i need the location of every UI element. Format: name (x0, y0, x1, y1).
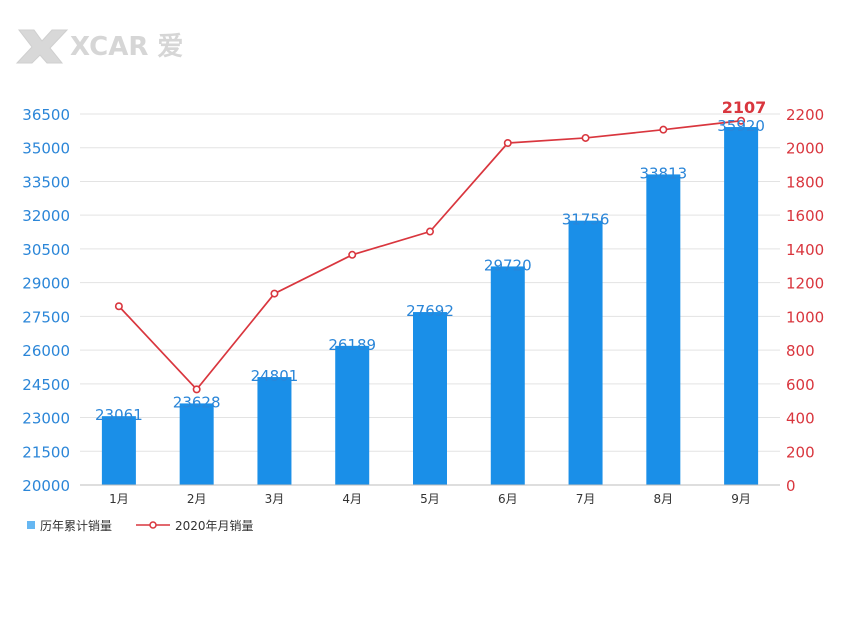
right-axis-tick-label: 1400 (786, 241, 824, 259)
xcar-logo-watermark: XCAR 爱卡 (15, 29, 184, 64)
right-axis-tick-label: 1200 (786, 275, 824, 293)
x-axis-category-label: 2月 (187, 492, 207, 506)
x-axis-category-label: 5月 (420, 492, 440, 506)
x-axis-category-label: 6月 (498, 492, 518, 506)
line-point (270, 289, 279, 298)
left-axis-tick-label: 27500 (22, 308, 70, 326)
bar (179, 403, 214, 485)
bar-value-label: 31756 (562, 211, 610, 229)
bar (724, 127, 759, 486)
right-axis-tick-label: 800 (786, 342, 815, 360)
line-point (192, 385, 201, 394)
bar-value-label: 26189 (328, 336, 376, 354)
labels-layer: 23061 23628 24801 26189 27692 29720 31756 33813… (95, 98, 766, 424)
left-axis-tick-label: 21500 (22, 443, 70, 461)
x-axis-category-label: 4月 (342, 492, 362, 506)
bar (646, 174, 681, 485)
legend-line-point (149, 521, 157, 529)
line-point (659, 125, 668, 134)
line-point (425, 227, 434, 236)
right-axis-tick-label: 2000 (786, 140, 824, 158)
left-axis-tick-label: 33500 (22, 173, 70, 191)
legend-bar-marker (27, 521, 35, 529)
x-axis-category-label: 7月 (576, 492, 596, 506)
bar-value-label: 35920 (717, 117, 765, 135)
left-axis-tick-label: 35000 (22, 140, 70, 158)
bar (413, 312, 447, 485)
bar-value-label: 23628 (173, 393, 221, 411)
left-axis-tick-label: 30500 (22, 241, 70, 259)
left-axis-tick-label: 29000 (22, 275, 70, 293)
line-point (581, 133, 590, 142)
axes-layer: 20000 0 21500 200 23000 400 24500 600 26000 800 27… (22, 106, 824, 506)
legend-line-label: 2020年月销量 (175, 519, 254, 533)
x-axis-category-label: 1月 (109, 492, 129, 506)
bars-layer (101, 127, 759, 486)
left-axis-tick-label: 20000 (22, 477, 70, 495)
left-axis-tick-label: 26000 (22, 342, 70, 360)
left-axis-tick-label: 32000 (22, 207, 70, 225)
bar (490, 266, 525, 485)
x-axis-category-label: 9月 (731, 492, 751, 506)
bar-value-label: 29720 (484, 256, 532, 274)
right-axis-tick-label: 1600 (786, 207, 824, 225)
bar-value-label: 24801 (251, 367, 299, 385)
right-axis-tick-label: 200 (786, 443, 815, 461)
left-axis-tick-label: 24500 (22, 376, 70, 394)
line-layer (114, 116, 746, 394)
highlight-line-label: 2107 (722, 98, 767, 117)
line-point (114, 302, 123, 311)
bar (257, 377, 292, 485)
right-axis-tick-label: 400 (786, 410, 815, 428)
bar (335, 345, 370, 485)
bar-value-label: 27692 (406, 302, 454, 320)
right-axis-tick-label: 1000 (786, 308, 824, 326)
bar-value-label: 23061 (95, 406, 143, 424)
right-axis-tick-label: 2200 (786, 106, 824, 124)
watermark-text: XCAR 爱卡 (70, 32, 184, 62)
x-axis-category-label: 3月 (265, 492, 285, 506)
line-point (737, 116, 746, 125)
x-axis-category-label: 8月 (654, 492, 674, 506)
right-axis-tick-label: 600 (786, 376, 815, 394)
legend-bar-label: 历年累计销量 (40, 519, 112, 533)
right-axis-tick-label: 1800 (786, 173, 824, 191)
line-point (503, 139, 512, 148)
bar (568, 220, 603, 485)
right-axis-tick-label: 0 (786, 477, 796, 495)
left-axis-tick-label: 23000 (22, 410, 70, 428)
line-point (348, 250, 357, 259)
legend-layer: 历年累计销量 2020年月销量 (27, 519, 254, 533)
bar (101, 416, 136, 485)
bar-value-label: 33813 (639, 164, 687, 182)
left-axis-tick-label: 36500 (22, 106, 70, 124)
